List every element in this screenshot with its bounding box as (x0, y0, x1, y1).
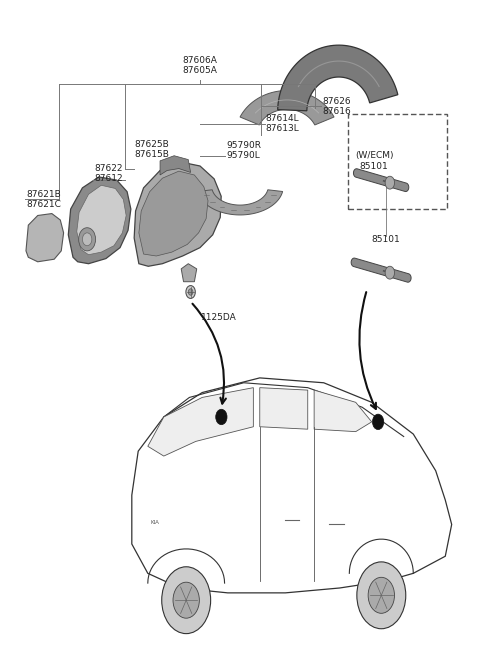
Polygon shape (353, 169, 409, 192)
Text: 87626
87616: 87626 87616 (323, 96, 351, 116)
Polygon shape (314, 390, 372, 432)
Polygon shape (132, 378, 452, 593)
Circle shape (83, 233, 92, 246)
Polygon shape (181, 264, 197, 281)
Polygon shape (68, 177, 131, 264)
Circle shape (368, 577, 395, 613)
Text: 1125DA: 1125DA (201, 313, 237, 322)
Polygon shape (197, 190, 283, 215)
Circle shape (173, 582, 199, 618)
Text: 87606A
87605A: 87606A 87605A (182, 56, 217, 75)
Polygon shape (260, 388, 308, 429)
Circle shape (162, 567, 211, 634)
Text: 87614L
87613L: 87614L 87613L (266, 114, 300, 133)
Bar (348, 114, 447, 209)
Polygon shape (77, 185, 126, 255)
Circle shape (357, 562, 406, 628)
Text: (W/ECM)
85101: (W/ECM) 85101 (355, 151, 393, 171)
Text: 87625B
87615B: 87625B 87615B (134, 140, 169, 159)
Circle shape (372, 414, 384, 430)
Polygon shape (240, 91, 334, 125)
Polygon shape (160, 155, 191, 175)
Circle shape (385, 176, 395, 189)
Circle shape (385, 266, 395, 279)
Circle shape (216, 409, 227, 424)
Text: 87621B
87621C: 87621B 87621C (26, 190, 61, 209)
Text: 95790R
95790L: 95790R 95790L (226, 141, 261, 160)
Text: 85101: 85101 (372, 235, 400, 244)
Polygon shape (277, 45, 398, 111)
Text: 87622
87612: 87622 87612 (94, 164, 123, 184)
Circle shape (186, 285, 195, 298)
Polygon shape (351, 258, 411, 282)
Circle shape (188, 289, 193, 295)
Polygon shape (26, 214, 63, 262)
Polygon shape (139, 171, 208, 256)
Circle shape (79, 228, 96, 251)
Polygon shape (134, 162, 221, 266)
Text: KIA: KIA (150, 520, 159, 525)
Polygon shape (148, 388, 253, 456)
